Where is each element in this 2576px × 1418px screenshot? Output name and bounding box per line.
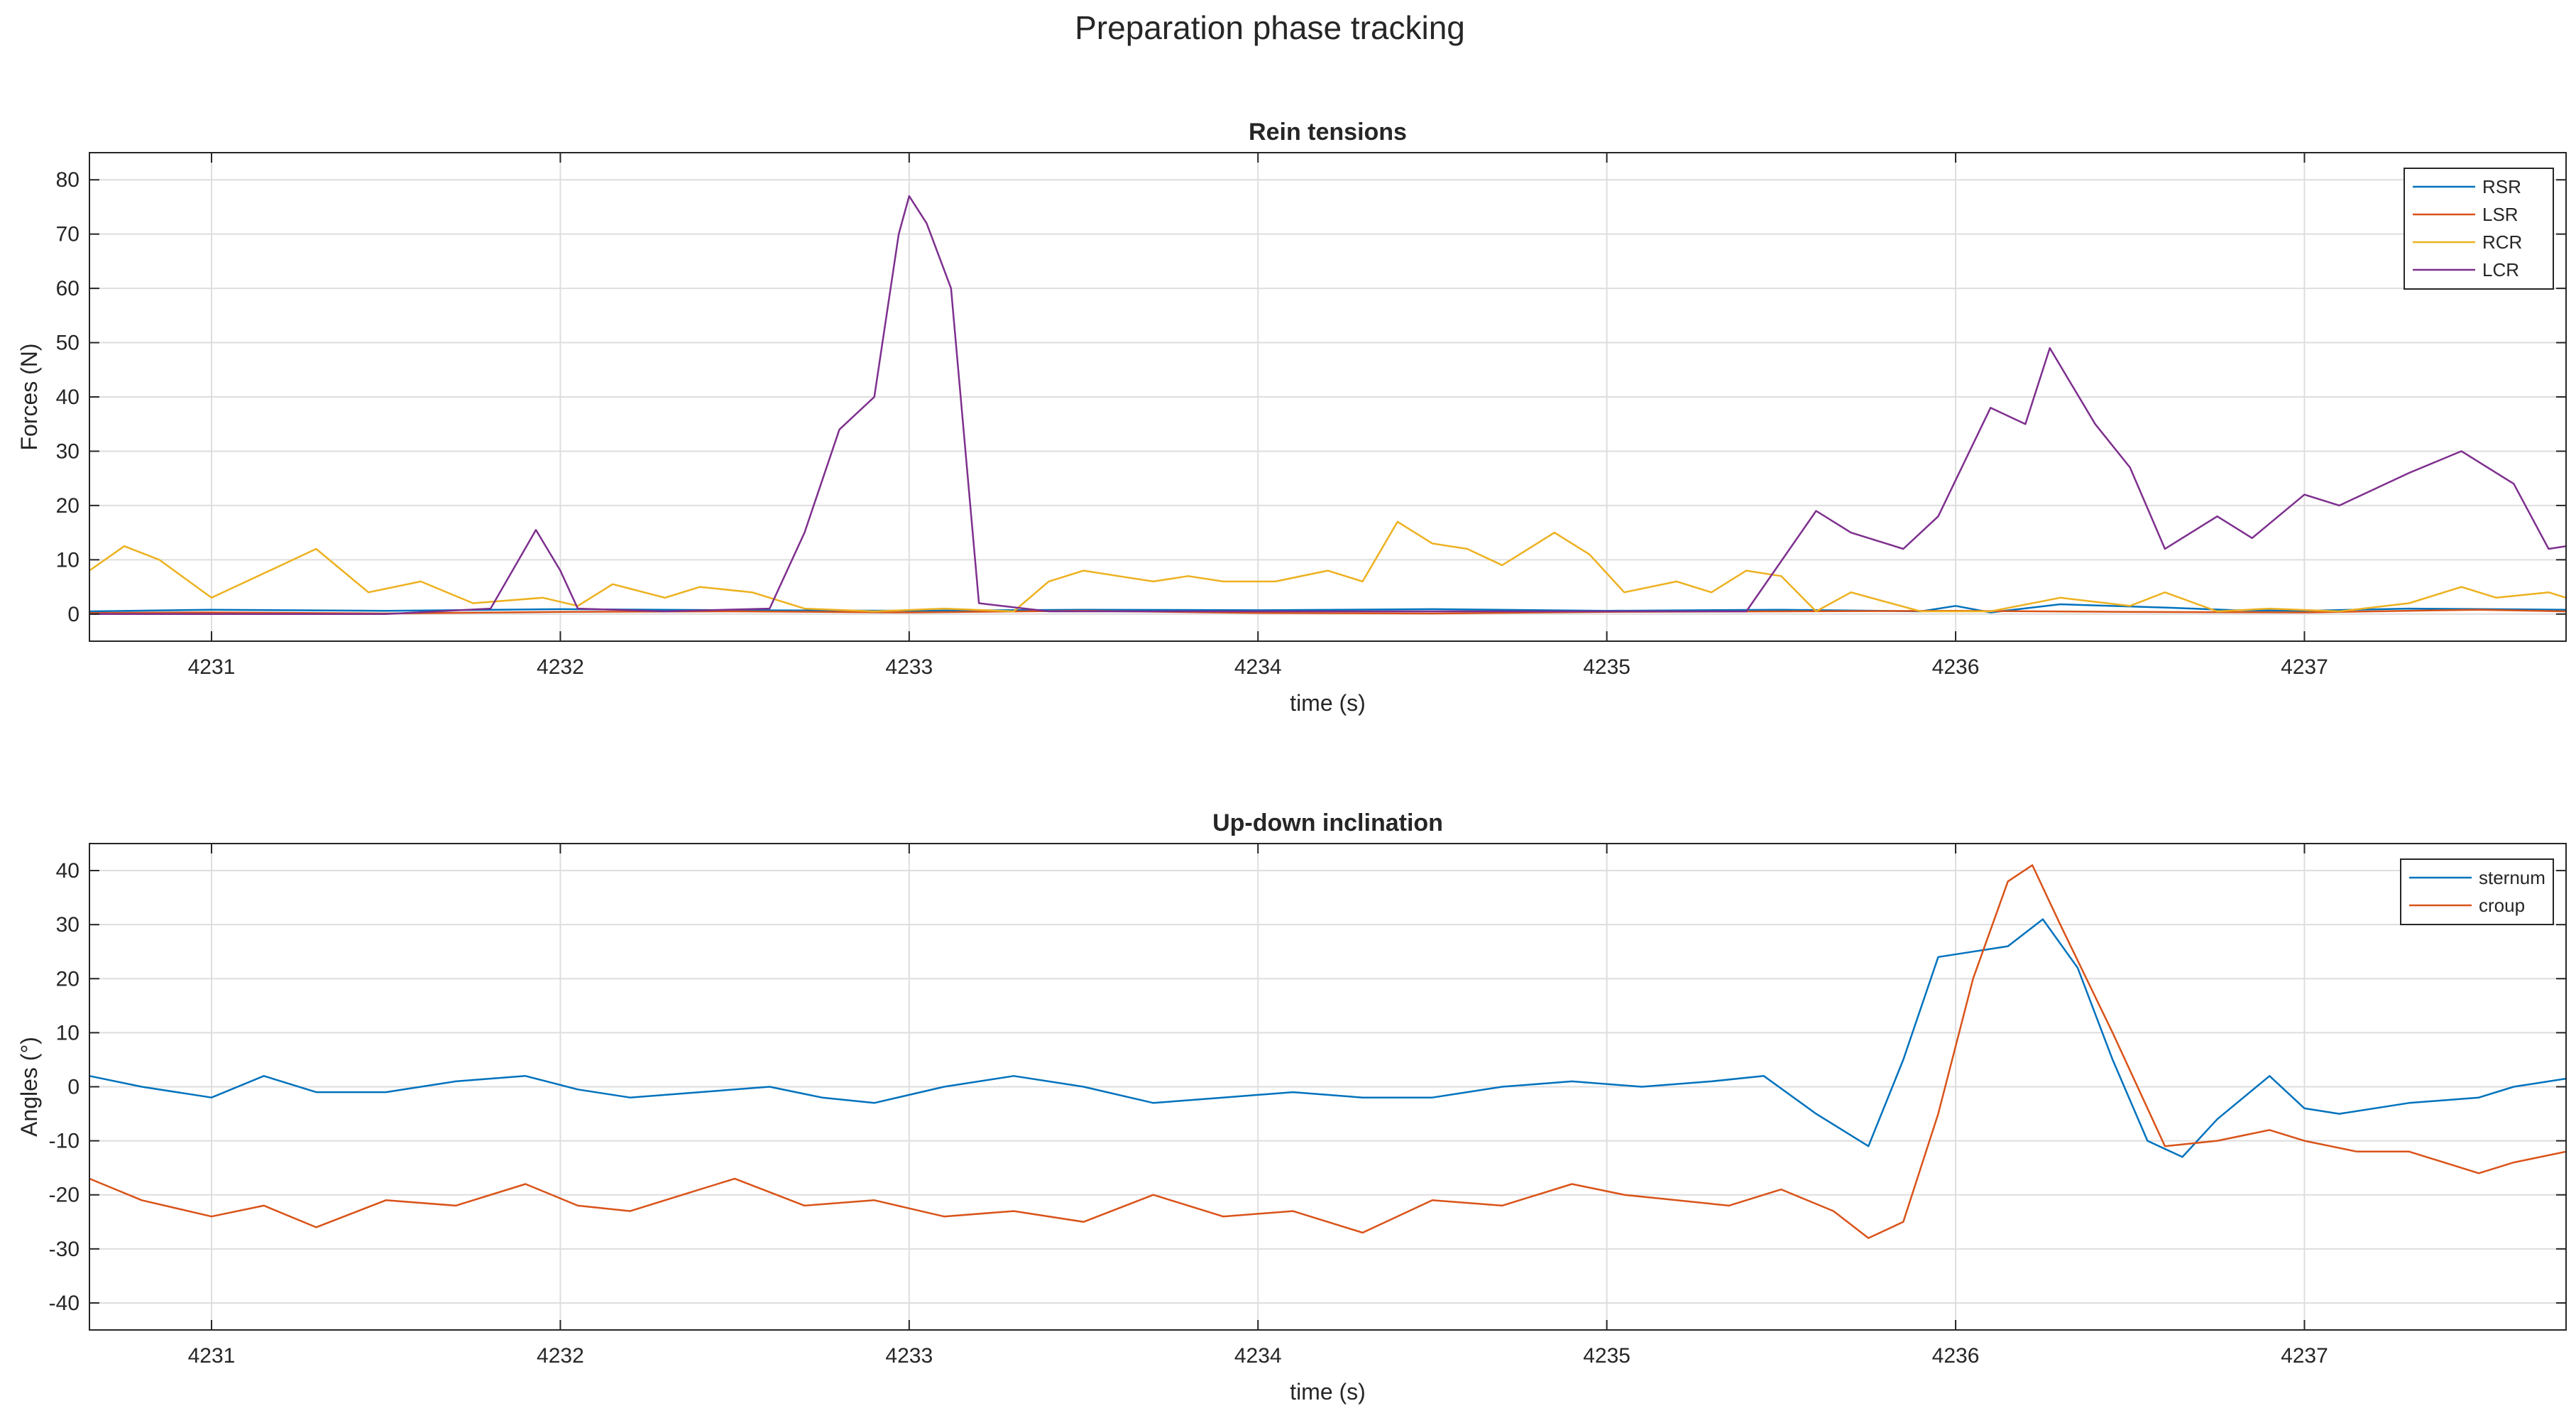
x-tick-label: 4237 bbox=[2281, 655, 2328, 679]
series-line-lcr bbox=[89, 195, 2566, 616]
x-tick-label: 4236 bbox=[1932, 655, 1980, 679]
y-tick-label: 70 bbox=[56, 223, 80, 246]
x-tick-label: 4233 bbox=[885, 655, 933, 679]
x-tick-label: 4231 bbox=[188, 1344, 236, 1368]
grid bbox=[89, 153, 2566, 641]
grid bbox=[89, 844, 2566, 1330]
legend: RSR LSR RCR LCR bbox=[2404, 168, 2554, 290]
y-tick-label: -10 bbox=[49, 1130, 80, 1153]
y-tick-label: 40 bbox=[56, 386, 80, 409]
x-tick-label: 4236 bbox=[1932, 1344, 1980, 1368]
axes-1: 4231 4232 4233 4234 4235 4236 4237 0 10 20 30 40 50 6… bbox=[16, 119, 2567, 716]
legend-label-lcr: LCR bbox=[2482, 259, 2519, 280]
series-group bbox=[89, 195, 2566, 616]
axes-2: 4231 4232 4233 4234 4235 4236 4237 -40 -30 -20 -10… bbox=[16, 809, 2567, 1405]
y-tick-label: 10 bbox=[56, 548, 80, 572]
series-line-croup bbox=[89, 864, 2566, 1239]
y-tick-label: 20 bbox=[56, 967, 80, 991]
y-tick-label: 80 bbox=[56, 168, 80, 192]
axes-title: Up-down inclination bbox=[1212, 809, 1443, 836]
x-tick-label: 4234 bbox=[1234, 1344, 1282, 1368]
x-tick-label: 4232 bbox=[537, 655, 584, 679]
x-tick-label: 4234 bbox=[1234, 655, 1282, 679]
series-group bbox=[89, 864, 2566, 1239]
y-tick-label: 0 bbox=[67, 1076, 80, 1099]
figure-title: Preparation phase tracking bbox=[1075, 9, 1465, 46]
y-tick-label: 60 bbox=[56, 277, 80, 300]
legend-label-sternum: sternum bbox=[2479, 867, 2545, 888]
x-tick-label: 4235 bbox=[1583, 1344, 1630, 1368]
y-tick-label: 30 bbox=[56, 440, 80, 463]
legend-label-croup: croup bbox=[2479, 895, 2525, 916]
x-tick-label: 4232 bbox=[537, 1344, 584, 1368]
legend-label-lsr: LSR bbox=[2482, 204, 2519, 225]
x-tick-label: 4233 bbox=[885, 1344, 933, 1368]
axes-layer: 4231 4232 4233 4234 4235 4236 4237 0 10 20 30 40 50 6… bbox=[16, 119, 2567, 1405]
legend-label-rcr: RCR bbox=[2482, 231, 2522, 253]
y-tick-label: 10 bbox=[56, 1021, 80, 1045]
x-axis-label: time (s) bbox=[1290, 690, 1366, 716]
x-tick-label: 4235 bbox=[1583, 655, 1630, 679]
y-axis-label: Angles (°) bbox=[16, 1037, 42, 1137]
x-axis-label: time (s) bbox=[1290, 1379, 1366, 1405]
legend-label-rsr: RSR bbox=[2482, 176, 2521, 197]
series-line-sternum bbox=[89, 918, 2566, 1158]
y-tick-label: 20 bbox=[56, 494, 80, 518]
y-tick-label: -40 bbox=[49, 1292, 80, 1315]
legend-box bbox=[2400, 858, 2554, 925]
y-axis-label: Forces (N) bbox=[16, 343, 42, 450]
series-line-rcr bbox=[89, 520, 2566, 613]
x-tick-label: 4231 bbox=[188, 655, 236, 679]
x-tick-label: 4237 bbox=[2281, 1344, 2328, 1368]
y-tick-label: 40 bbox=[56, 859, 80, 883]
y-tick-label: 30 bbox=[56, 913, 80, 937]
legend: sternum croup bbox=[2400, 858, 2554, 925]
legend-box bbox=[2404, 168, 2554, 290]
y-tick-label: 0 bbox=[67, 603, 80, 626]
y-tick-label: 50 bbox=[56, 332, 80, 355]
axes-title: Rein tensions bbox=[1249, 119, 1407, 146]
y-tick-label: -30 bbox=[49, 1238, 80, 1261]
y-tick-label: -20 bbox=[49, 1184, 80, 1207]
